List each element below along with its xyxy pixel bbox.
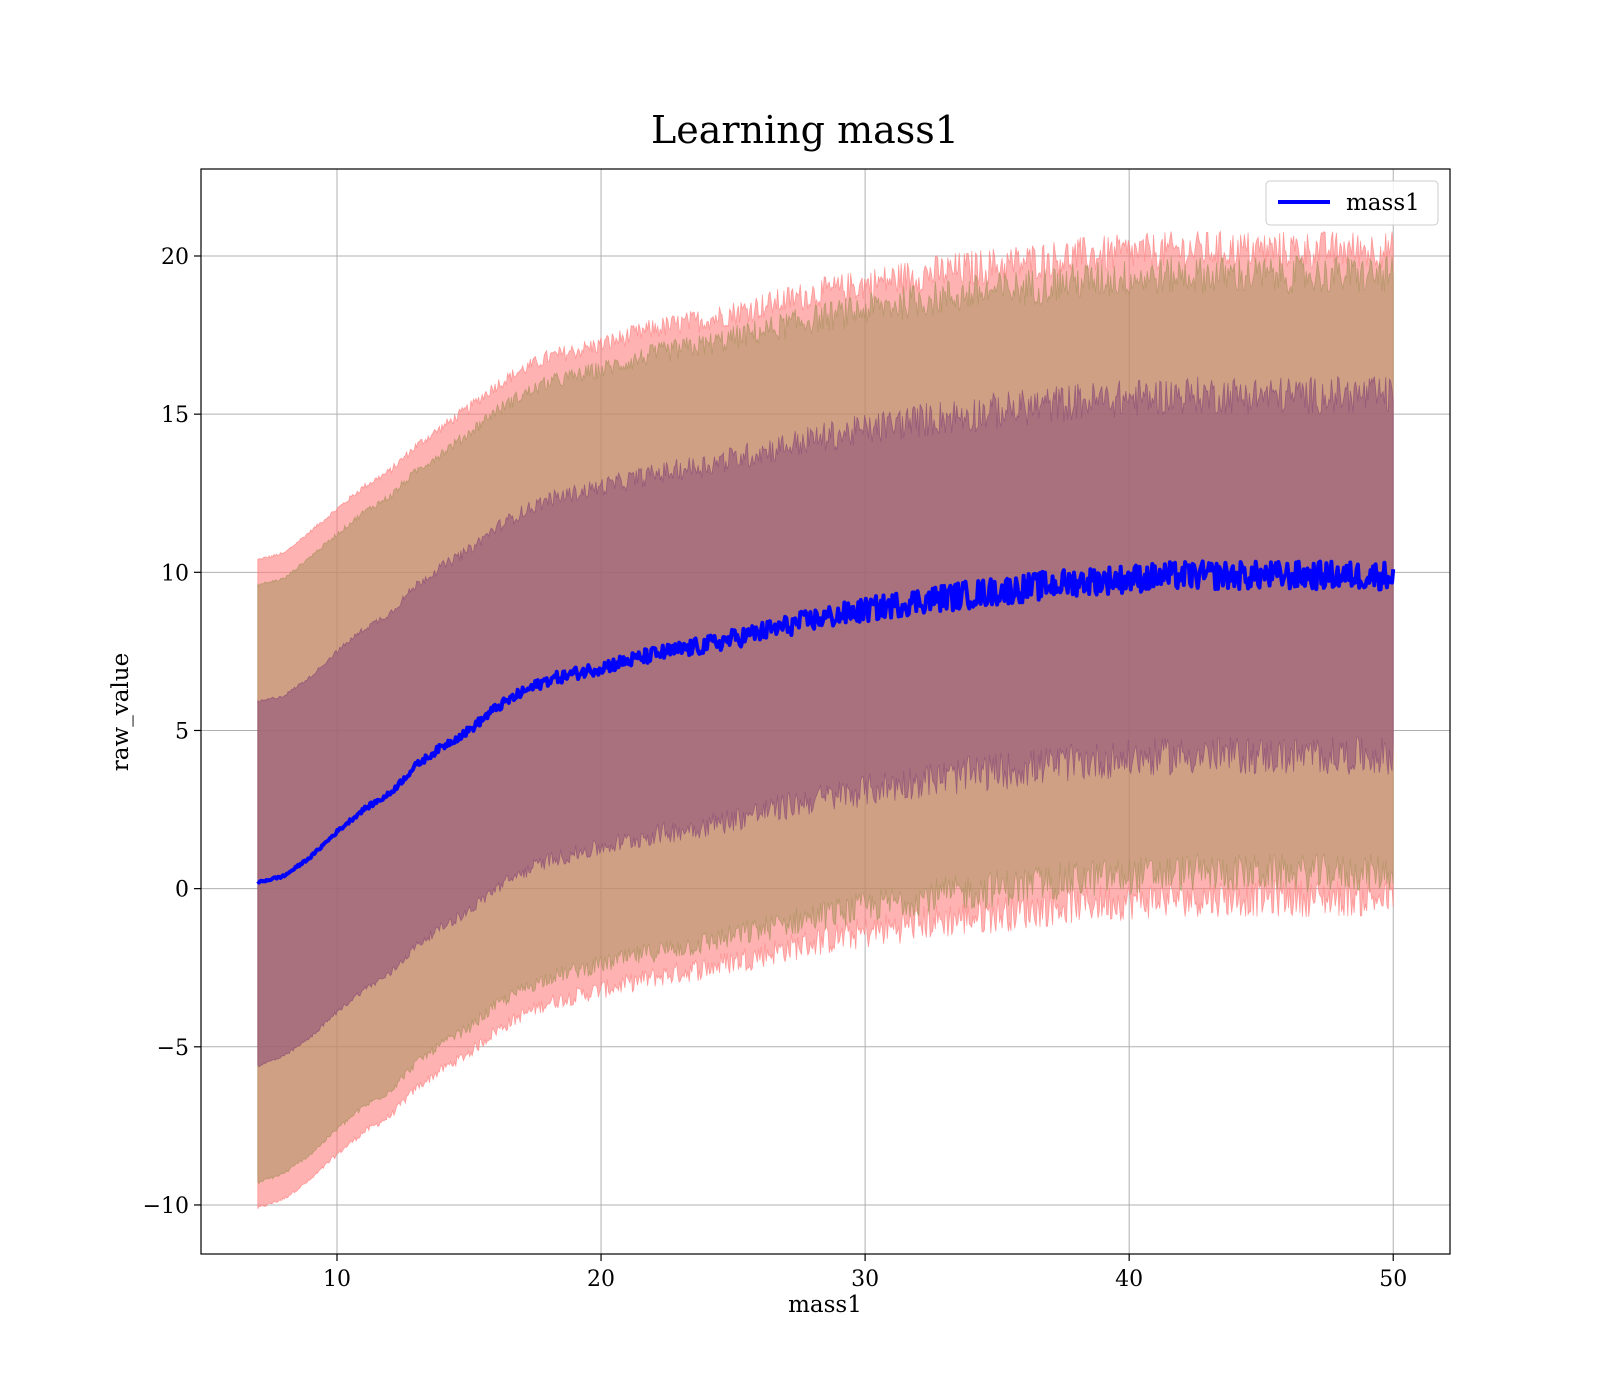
- x-tick-label-50: 50: [1379, 1267, 1407, 1292]
- band-inner: [257, 375, 1394, 1068]
- x-tick-label-30: 30: [851, 1267, 879, 1292]
- x-axis-label: mass1: [788, 1292, 862, 1318]
- y-tick-label-20: 20: [161, 245, 189, 270]
- ticks: 10 20 30 40 50 −10 −5 0 5 10 15 20: [143, 245, 1408, 1292]
- axes-frame: [200, 168, 1451, 1255]
- legend: mass1: [1265, 180, 1439, 226]
- chart-title: Learning mass1: [651, 108, 959, 152]
- series-lines: [256, 559, 1396, 885]
- legend-box: [1265, 180, 1439, 226]
- y-tick-label--5: −5: [157, 1036, 189, 1061]
- y-axis-label: raw_value: [108, 653, 134, 771]
- y-tick-label-15: 15: [161, 403, 189, 428]
- y-tick-label--10: −10: [143, 1194, 189, 1219]
- x-tick-label-10: 10: [323, 1267, 351, 1292]
- series-line-mass1: [256, 559, 1396, 885]
- y-tick-label-10: 10: [161, 561, 189, 586]
- x-tick-label-20: 20: [587, 1267, 615, 1292]
- legend-label-mass1: mass1: [1346, 190, 1420, 216]
- y-tick-label-5: 5: [175, 719, 189, 744]
- x-tick-label-40: 40: [1115, 1267, 1143, 1292]
- y-tick-label-0: 0: [175, 878, 189, 903]
- bands: [257, 229, 1394, 1209]
